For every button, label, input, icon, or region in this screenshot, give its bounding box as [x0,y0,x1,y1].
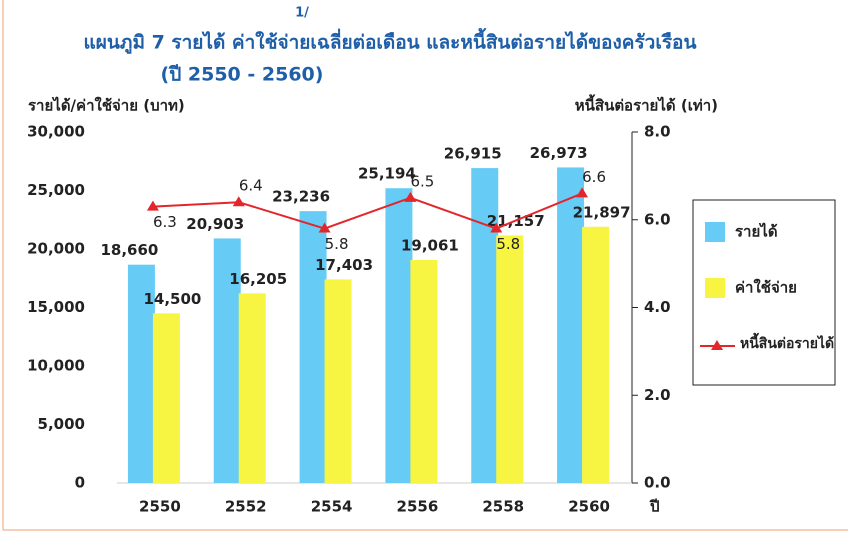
value-label: 14,500 [143,290,201,308]
bar [299,211,327,483]
legend-marker [711,340,723,350]
value-label: 5.8 [325,235,349,253]
value-label: 5.8 [496,235,520,253]
value-label: 18,660 [100,241,158,259]
x-tick-label: 2554 [311,498,353,516]
marker [232,196,245,207]
legend-label: หนี้สินต่อรายได้ [740,332,834,352]
y-tick-label: 10,000 [27,357,85,375]
bar [213,238,241,483]
y-tick-label: 25,000 [27,181,85,199]
value-label: 23,236 [272,188,330,206]
x-tick-label: 2550 [139,498,181,516]
line [152,192,583,230]
x-tick-label: 2558 [482,498,524,516]
bar [496,235,524,483]
y-tick-label: 5,000 [38,415,85,433]
y2-tick-label: 2.0 [644,386,671,404]
value-label: 20,903 [186,215,244,233]
y2-axis-label: หนี้สินต่อรายได้ (เท่า) [575,94,718,115]
bar [582,226,610,483]
value-label: 21,897 [573,203,631,221]
bar [324,279,352,483]
y2-tick-label: 4.0 [644,298,671,316]
legend-label: รายได้ [735,222,778,241]
bar [410,259,438,483]
marker [404,191,417,202]
value-label: 19,061 [401,236,459,254]
legend-swatch [705,278,725,298]
value-label: 6.6 [582,168,606,186]
y2-tick-label: 6.0 [644,210,671,228]
x-tick-label: 2552 [225,498,267,516]
value-label: 6.5 [410,172,434,190]
value-label: 25,194 [358,165,416,183]
bar [152,313,180,483]
value-label: 26,973 [530,144,588,162]
y-axis-label: รายได้/ค่าใช้จ่าย (บาท) [28,96,185,115]
y2-tick-label: 0.0 [644,474,671,492]
y-tick-label: 30,000 [27,123,85,141]
x-axis-label: ปี [649,498,659,516]
value-label: 26,915 [444,145,502,163]
bar [238,293,266,483]
y-tick-label: 20,000 [27,240,85,258]
value-label: 17,403 [315,256,373,274]
y-tick-label: 0 [75,474,85,492]
chart-title: แผนภูมิ 7 รายได้ ค่าใช้จ่ายเฉลี่ยต่อเดือ… [84,28,697,55]
x-tick-label: 2556 [397,498,439,516]
value-label: 6.4 [239,177,263,195]
y-tick-label: 15,000 [27,298,85,316]
marker [490,222,503,233]
bar [385,188,413,483]
bar [127,264,155,483]
legend-label: ค่าใช้จ่าย [735,279,797,297]
marker [318,222,331,233]
value-label: 16,205 [229,270,287,288]
title-note: 1/ [295,6,309,21]
value-label: 6.3 [153,213,177,231]
x-tick-label: 2560 [568,498,610,516]
y2-tick-label: 8.0 [644,123,671,141]
legend-swatch [705,222,725,242]
marker [146,200,159,211]
chart-subtitle: (ปี 2550 - 2560) [161,64,324,86]
bar [557,167,585,483]
marker [576,187,589,198]
